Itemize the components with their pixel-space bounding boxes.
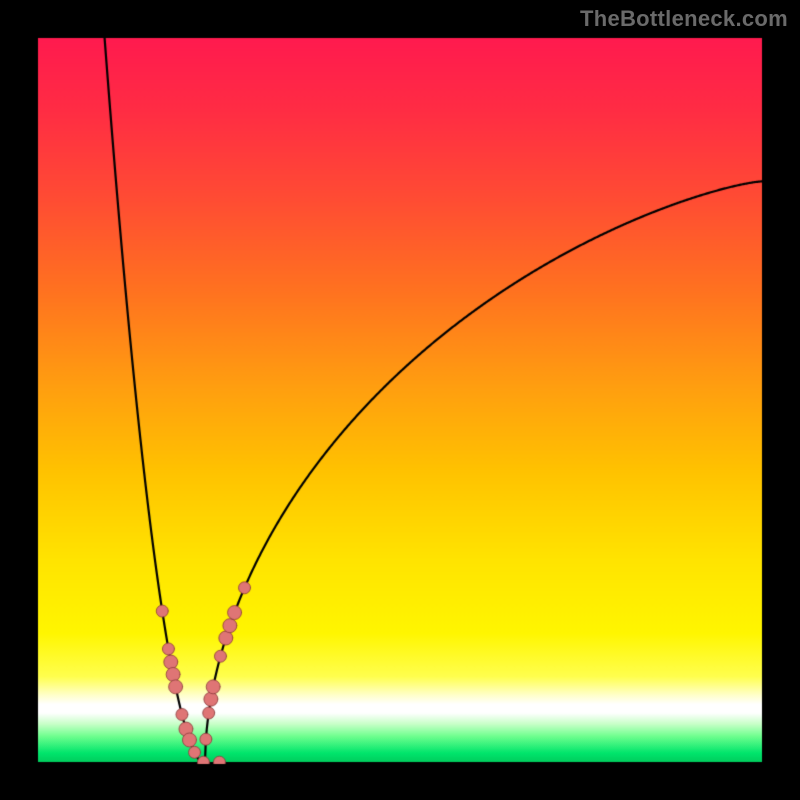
chart-canvas — [0, 0, 800, 800]
chart-stage: TheBottleneck.com — [0, 0, 800, 800]
